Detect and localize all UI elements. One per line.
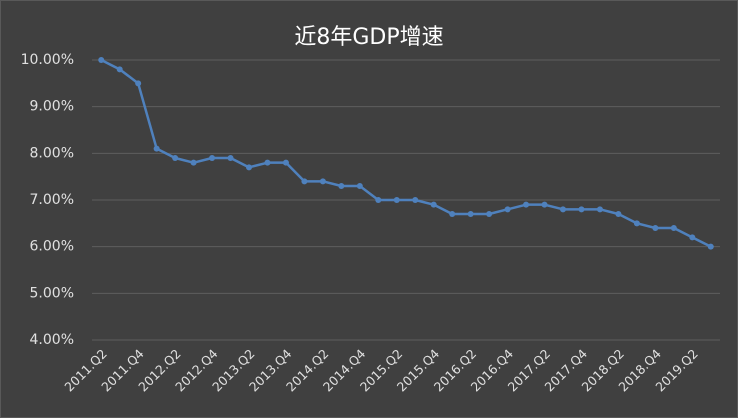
data-point (116, 66, 123, 73)
data-point (449, 211, 456, 217)
data-point (153, 145, 160, 152)
y-tick-label: 5.00% (30, 285, 74, 301)
y-tick-label: 9.00% (30, 99, 74, 115)
data-point (319, 178, 326, 185)
data-point (504, 206, 511, 213)
data-point (190, 159, 197, 166)
data-point (375, 197, 382, 203)
data-point (652, 225, 659, 231)
data-point (541, 201, 548, 208)
data-point (301, 178, 308, 185)
data-point (578, 206, 585, 213)
data-point (596, 206, 603, 213)
data-point (430, 201, 437, 208)
data-point (412, 197, 419, 203)
data-point (282, 159, 289, 166)
y-tick-label: 4.00% (30, 332, 74, 348)
data-point (523, 201, 530, 208)
data-point (560, 206, 566, 213)
data-point (707, 243, 714, 250)
series-line (100, 58, 712, 248)
data-point (98, 57, 105, 63)
data-point (338, 183, 345, 189)
data-point (264, 159, 271, 166)
data-point (467, 211, 474, 217)
data-point (670, 225, 677, 231)
data-point (615, 211, 622, 217)
data-point (135, 80, 142, 87)
data-point (486, 211, 493, 217)
data-point (633, 220, 640, 227)
data-point (172, 155, 179, 161)
y-tick-label: 10.00% (21, 52, 74, 68)
y-tick-label: 8.00% (30, 145, 74, 161)
y-tick-label: 6.00% (30, 239, 74, 255)
y-tick-label: 7.00% (30, 192, 74, 208)
data-point (689, 234, 696, 241)
data-point (356, 183, 363, 189)
chart-title: 近8年GDP增速 (294, 25, 443, 50)
data-point (227, 155, 234, 161)
data-point (209, 155, 216, 161)
data-point (246, 164, 252, 171)
data-point (393, 197, 400, 203)
